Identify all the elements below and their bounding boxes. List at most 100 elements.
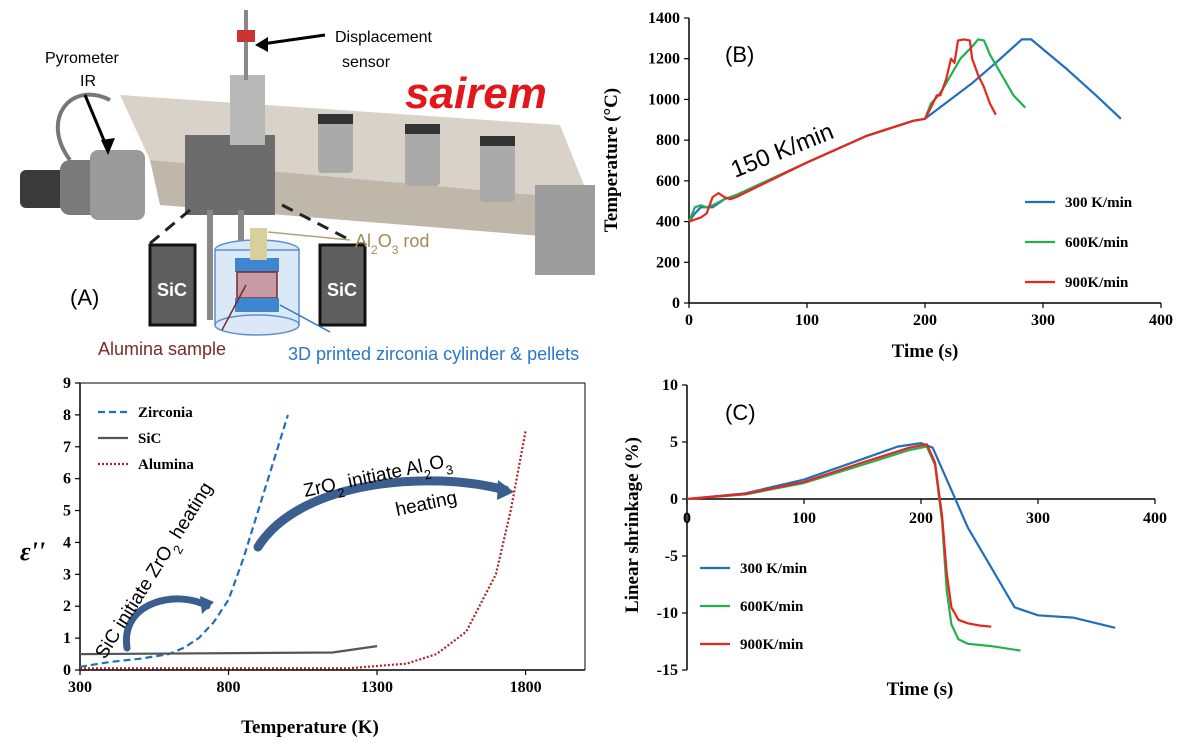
support-leg xyxy=(207,210,213,320)
legend-label: 600K/min xyxy=(740,599,804,615)
x-axis-title: Time (s) xyxy=(887,679,954,700)
x-tick-label: 100 xyxy=(795,312,819,329)
cavity-block xyxy=(185,135,275,215)
y-tick-label: 8 xyxy=(63,407,71,424)
zirconia-pellet-top xyxy=(235,258,279,272)
y-tick-label: 6 xyxy=(63,471,71,488)
pyrometer-cable xyxy=(55,92,111,162)
y-axis-title: Linear shrinkage (%) xyxy=(622,437,643,613)
arrow-head xyxy=(497,480,514,500)
sic-block-right xyxy=(318,243,367,327)
x-tick-label: 400 xyxy=(1149,312,1173,329)
shrinkage-chart: 0 100 200 300 400 -15 -10 -5 0 5 10 300 K/min 600K/m… xyxy=(622,377,1167,700)
tuning-stub-cap xyxy=(480,136,515,146)
legend-label: SiC xyxy=(138,431,161,447)
tuning-stub-cap xyxy=(318,114,353,124)
waveguide-end xyxy=(535,185,595,275)
photo-panel: sairem Pyrometer IR Displacement sensor … xyxy=(20,10,595,364)
zoom-line-left xyxy=(147,208,191,247)
x-tick-label: 800 xyxy=(217,679,241,696)
rod-label: Al2O3 rod xyxy=(355,231,429,257)
permittivity-chart: 300 800 1300 18000123456789ZirconiaSiCAlumi… xyxy=(20,375,586,738)
legend-label: Zirconia xyxy=(138,405,193,421)
tuning-stub xyxy=(318,118,353,173)
displacement-arrow xyxy=(261,33,326,46)
y-tick-label: 800 xyxy=(656,132,680,149)
x-tick-label: 100 xyxy=(792,510,816,527)
y-tick-label: 400 xyxy=(656,214,680,231)
y-tick-label: 200 xyxy=(656,254,680,271)
series-line-900k-min xyxy=(686,443,992,628)
series-line-900k-min xyxy=(688,38,997,223)
x-tick-label: 400 xyxy=(1143,510,1167,527)
y-tick-label: 5 xyxy=(670,434,678,451)
sensor-housing xyxy=(230,75,265,145)
y-tick-label: 2 xyxy=(63,598,71,615)
alumina-rod xyxy=(250,228,267,260)
arrow-head xyxy=(200,596,214,614)
sic-label-right: SiC xyxy=(327,280,357,300)
y-tick-label: 5 xyxy=(63,503,71,520)
displacement-label: Displacement xyxy=(335,29,432,46)
y-tick-label: 4 xyxy=(63,534,71,551)
series-line-600k-min xyxy=(686,445,1021,652)
y-tick-label: -10 xyxy=(657,605,678,622)
panel-label-b: (B) xyxy=(725,42,754,67)
tuning-stub-cap xyxy=(405,124,440,134)
series-line-zirconia xyxy=(79,414,289,668)
y-tick-label: 0 xyxy=(670,491,678,508)
zirconia-pellet-bottom xyxy=(235,298,279,312)
sic-label-left: SiC xyxy=(157,280,187,300)
x-axis-title: Time (s) xyxy=(892,341,959,362)
y-tick-label: 7 xyxy=(63,439,71,456)
y-tick-label: 0 xyxy=(672,295,680,312)
annotation-part: O xyxy=(427,452,446,476)
y-tick-label: -5 xyxy=(665,548,678,565)
legend-label: 900K/min xyxy=(740,637,804,653)
cylinder-label: 3D printed zirconia cylinder & pellets xyxy=(288,344,579,364)
curved-arrow-zro2 xyxy=(253,476,510,552)
annotation-zro2-line2: heating xyxy=(394,487,459,521)
y-axis-title: ε'' xyxy=(20,537,45,566)
pyrometer-label: Pyrometer xyxy=(45,50,119,67)
pyrometer-lens xyxy=(20,170,66,208)
tuning-stub xyxy=(480,140,515,202)
legend-label: 300 K/min xyxy=(740,561,808,577)
rod-pointer xyxy=(267,231,351,241)
sample-pointer xyxy=(221,284,247,331)
arrow-head xyxy=(101,138,115,155)
annotation-sic: SiC initiate ZrO2 heating xyxy=(91,479,221,666)
x-tick-label: 300 xyxy=(68,679,92,696)
zoom-line-right xyxy=(281,203,351,242)
x-tick-label: 300 xyxy=(1026,510,1050,527)
y-tick-label: 1 xyxy=(63,630,71,647)
annotation-part: 2 xyxy=(336,484,346,500)
x-tick-label: 1800 xyxy=(510,679,542,696)
x-tick-label: 300 xyxy=(1031,312,1055,329)
annotation-part: heating xyxy=(164,479,218,547)
panel-label-c: (C) xyxy=(725,400,756,425)
y-axis-title: Temperature (°C) xyxy=(601,88,622,232)
legend-label: 900K/min xyxy=(1065,275,1129,291)
series-line-sic xyxy=(79,645,378,656)
displacement-sensor-head xyxy=(237,30,255,42)
curved-arrow-sic xyxy=(123,595,211,652)
tuning-stub xyxy=(405,128,440,186)
legend-label: Alumina xyxy=(138,457,194,473)
legend-label: 300 K/min xyxy=(1065,195,1133,211)
zirconia-cylinder-bottom xyxy=(214,314,300,336)
y-tick-label: 1400 xyxy=(648,10,680,27)
x-tick-label: 0 xyxy=(683,510,691,527)
y-tick-label: 1000 xyxy=(648,91,680,108)
x-axis-title: Temperature (K) xyxy=(241,717,379,738)
brand-logo: sairem xyxy=(405,69,547,118)
series-line-alumina xyxy=(80,430,527,670)
annotation-part: 3 xyxy=(444,461,454,477)
panel-label-a: (A) xyxy=(70,285,99,310)
x-tick-label: 200 xyxy=(909,510,933,527)
y-tick-label: 1200 xyxy=(648,51,680,68)
x-tick-label: 1300 xyxy=(361,679,393,696)
x-tick-label: 0 xyxy=(685,312,693,329)
y-tick-label: 600 xyxy=(656,173,680,190)
